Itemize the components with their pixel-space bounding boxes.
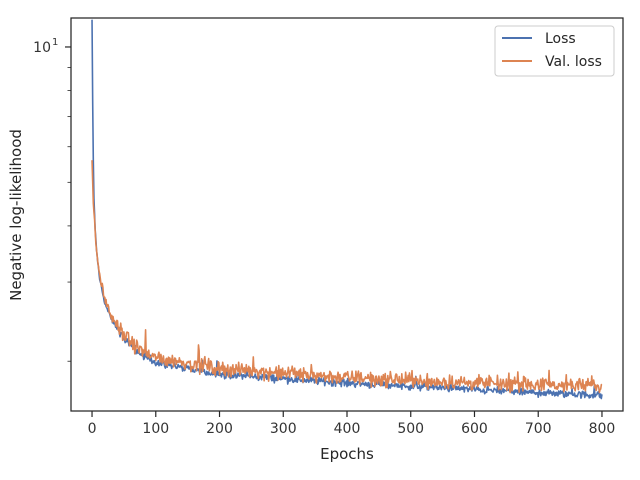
x-tick-label: 800 (589, 421, 616, 437)
x-tick-label: 200 (206, 421, 233, 437)
y-axis: 10 1 (33, 37, 71, 362)
x-axis: 0 100 200 300 400 500 600 700 800 (88, 411, 616, 437)
x-tick-label: 400 (334, 421, 361, 437)
series-line-1 (91, 160, 603, 394)
x-tick-label: 100 (142, 421, 169, 437)
y-tick-label: 10 (33, 40, 51, 56)
legend-label-val-loss: Val. loss (545, 54, 602, 70)
x-tick-label: 500 (397, 421, 424, 437)
x-tick-label: 700 (525, 421, 552, 437)
legend: Loss Val. loss (494, 25, 615, 77)
series-layer (91, 19, 603, 400)
x-axis-label: Epochs (320, 445, 374, 463)
legend-label-loss: Loss (545, 31, 576, 47)
x-tick-label: 300 (270, 421, 297, 437)
y-tick-exponent: 1 (52, 37, 58, 48)
x-tick-label: 600 (461, 421, 488, 437)
x-tick-label: 0 (88, 421, 97, 437)
series-line-0 (91, 19, 603, 400)
y-axis-label: Negative log-likelihood (7, 129, 25, 301)
